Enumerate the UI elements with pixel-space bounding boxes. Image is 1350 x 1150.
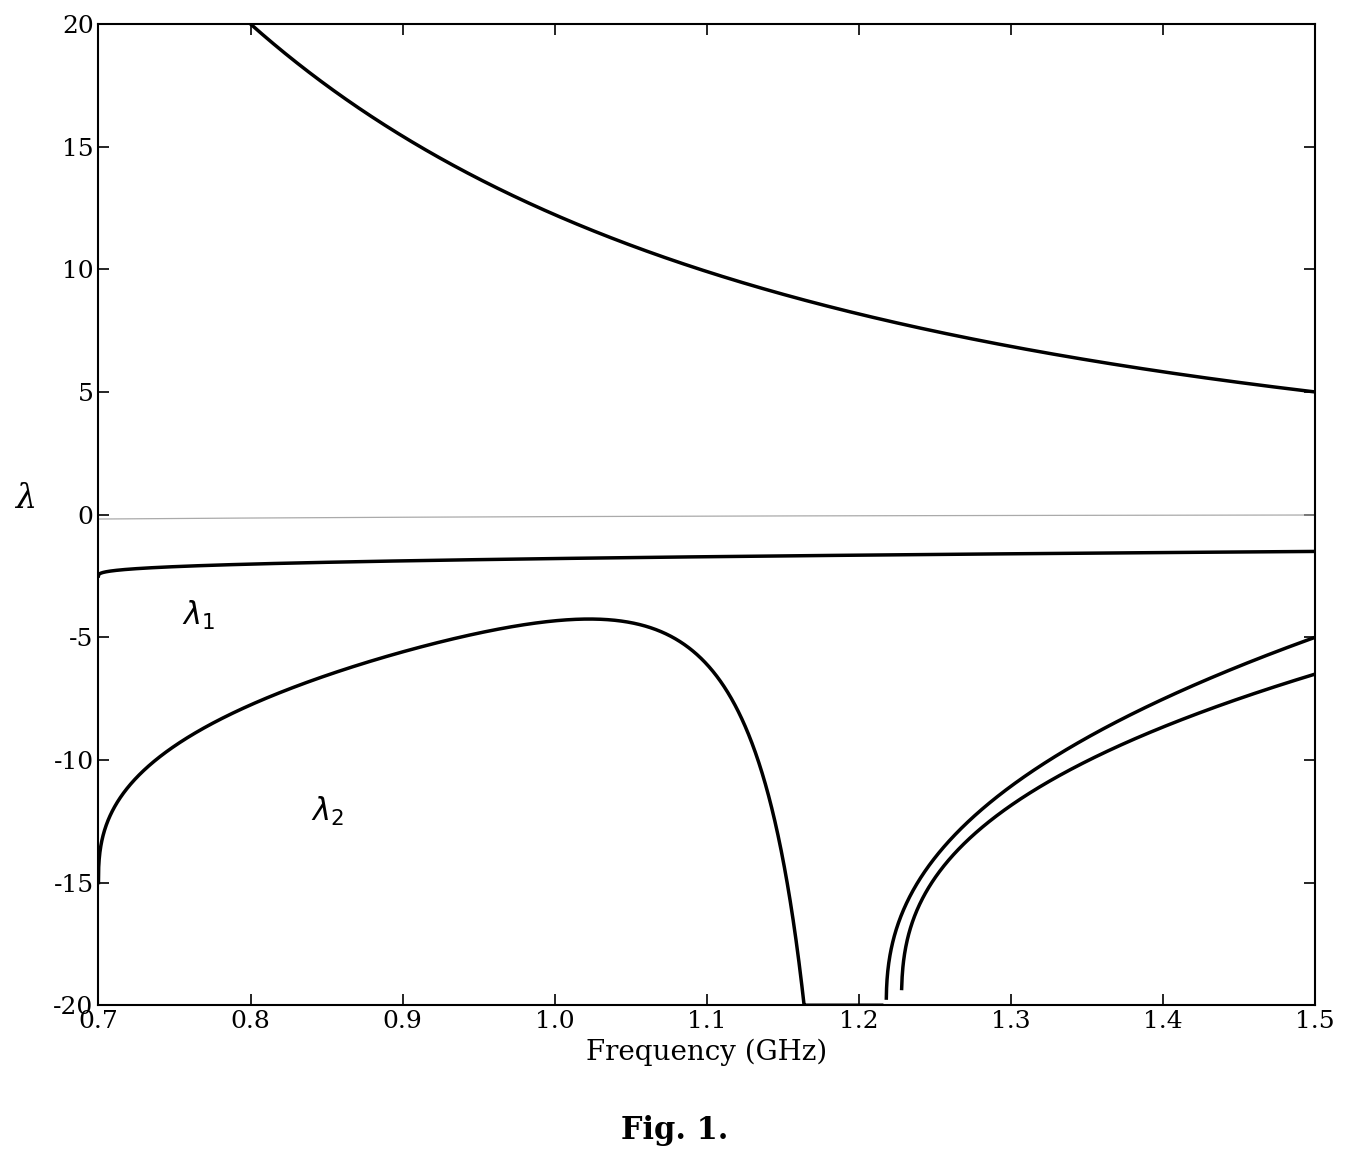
Text: Fig. 1.: Fig. 1. [621,1114,729,1145]
Y-axis label: λ: λ [15,483,36,514]
Text: $\lambda_2$: $\lambda_2$ [312,796,344,828]
Text: $\lambda_1$: $\lambda_1$ [182,599,215,632]
X-axis label: Frequency (GHz): Frequency (GHz) [586,1038,828,1066]
